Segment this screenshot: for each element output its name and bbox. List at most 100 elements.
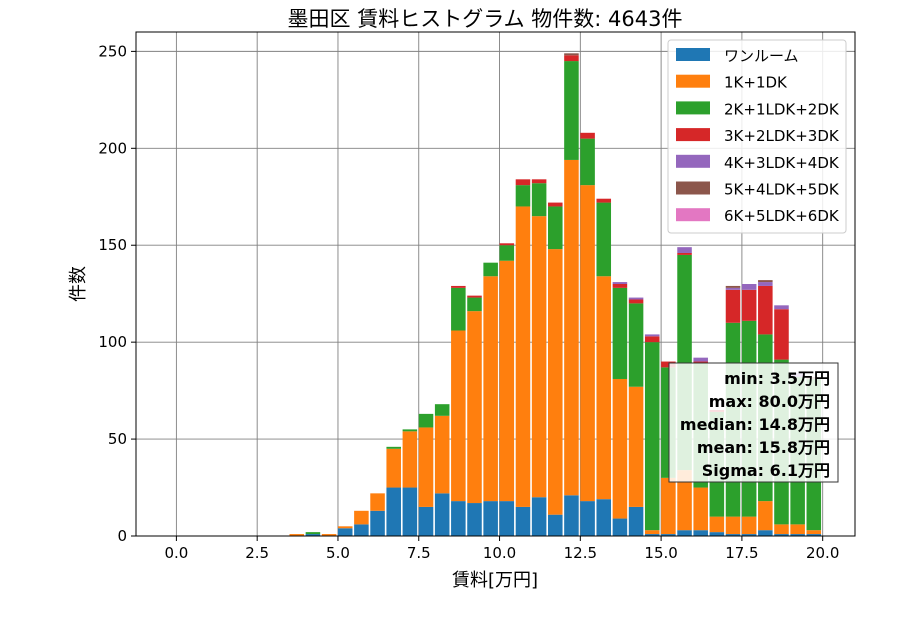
- bar-segment-series-0: [741, 534, 757, 536]
- bar-segment-series-0: [564, 495, 579, 536]
- bar-segment-series-4: [758, 282, 773, 286]
- bar-segment-series-3: [548, 202, 563, 207]
- bar-segment-series-3: [499, 243, 515, 246]
- bar-segment-series-1: [451, 330, 466, 502]
- bar-segment-series-3: [564, 55, 579, 62]
- x-tick-label: 12.5: [564, 544, 597, 562]
- bar-segment-series-3: [580, 132, 595, 139]
- bar-segment-series-3: [451, 285, 466, 288]
- chart-title: 墨田区 賃料ヒストグラム 物件数: 4643件: [288, 7, 683, 31]
- legend-label: 3K+2LDK+3DK: [724, 127, 840, 145]
- bar-segment-series-2: [564, 61, 579, 160]
- stats-box-frame: [668, 362, 839, 483]
- x-tick-label: 7.5: [407, 544, 431, 562]
- bar-segment-series-0: [451, 501, 466, 536]
- bar-segment-series-1: [612, 378, 628, 519]
- bar-segment-series-4: [741, 284, 757, 290]
- x-tick-label: 2.5: [245, 544, 269, 562]
- bar-segment-series-0: [612, 518, 628, 536]
- bar-segment-series-1: [548, 249, 563, 515]
- bar-segment-series-3: [661, 361, 676, 368]
- bar-segment-series-1: [531, 216, 547, 498]
- legend-swatch: [676, 181, 710, 195]
- bar-segment-series-0: [677, 530, 692, 536]
- bar-segment-series-1: [321, 534, 337, 536]
- y-tick-label: 150: [98, 236, 127, 254]
- bar-segment-series-2: [305, 532, 321, 535]
- x-tick-label: 5.0: [326, 544, 350, 562]
- stats-sigma: Sigma: 6.1万円: [702, 461, 830, 480]
- bar-segment-series-2: [386, 446, 401, 449]
- y-tick-label: 250: [98, 42, 127, 60]
- legend-swatch: [676, 154, 710, 168]
- bar-segment-series-1: [289, 534, 305, 536]
- bar-segment-series-0: [693, 530, 708, 536]
- y-tick-label: 100: [98, 333, 127, 351]
- bar-segment-series-1: [774, 524, 789, 535]
- stats-median: median: 14.8万円: [680, 415, 830, 434]
- bar-segment-series-1: [370, 493, 385, 511]
- bar-segment-series-1: [499, 260, 515, 502]
- bar-segment-series-1: [628, 386, 644, 507]
- bar-segment-series-2: [548, 206, 563, 250]
- bar-segment-series-2: [612, 287, 628, 379]
- bar-segment-series-1: [434, 415, 450, 494]
- y-axis-ticks: 0 50 100 150 200 250: [98, 42, 136, 545]
- bar-segment-series-1: [467, 311, 482, 504]
- bar-segment-series-4: [693, 357, 708, 362]
- x-axis-ticks: 0.0 2.5 5.0 7.5 10.0 12.5 15.0 17.5 20.0: [164, 536, 839, 562]
- bar-segment-series-2: [434, 404, 450, 416]
- y-axis-label: 件数: [68, 266, 89, 302]
- bar-segment-series-0: [661, 534, 676, 536]
- bar-segment-series-1: [564, 159, 579, 496]
- bar-segment-series-2: [580, 138, 595, 186]
- bar-segment-series-0: [531, 497, 547, 536]
- bar-segment-series-0: [548, 514, 563, 536]
- legend: ワンルーム 1K+1DK 2K+1LDK+2DK 3K+2LDK+3DK 4K+3LDK…: [667, 39, 847, 234]
- bar-segment-series-0: [644, 534, 660, 536]
- legend-swatch: [676, 48, 710, 61]
- bar-segment-series-2: [596, 202, 612, 277]
- legend-label: ワンルーム: [724, 47, 799, 65]
- stats-box: min: 3.5万円 max: 80.0万円 median: 14.8万円 me…: [668, 362, 839, 483]
- bar-segment-series-1: [709, 516, 725, 533]
- bar-segment-series-1: [661, 477, 676, 535]
- stats-max: max: 80.0万円: [709, 392, 830, 411]
- bar-segment-series-0: [499, 501, 515, 536]
- bar-segment-series-4: [612, 282, 628, 284]
- bar-segment-series-3: [596, 198, 612, 203]
- bar-segment-series-1: [725, 516, 741, 535]
- bar-segment-series-5: [725, 285, 741, 288]
- legend-label: 5K+4LDK+5DK: [724, 181, 840, 199]
- x-tick-label: 10.0: [483, 544, 516, 562]
- x-tick-label: 0.0: [164, 544, 188, 562]
- bar-segment-series-3: [612, 284, 628, 288]
- bar-segment-series-1: [806, 530, 822, 535]
- bar-segment-series-0: [434, 493, 450, 536]
- bar-segment-series-4: [644, 334, 660, 337]
- bar-segment-series-1: [354, 510, 369, 525]
- bar-segment-series-1: [644, 530, 660, 535]
- bar-segment-series-3: [677, 252, 692, 255]
- x-tick-label: 15.0: [644, 544, 677, 562]
- bar-segment-series-1: [386, 448, 401, 488]
- bar-segment-series-3: [467, 295, 482, 298]
- bar-segment-series-1: [741, 516, 757, 535]
- bar-segment-series-0: [628, 506, 644, 536]
- bar-segment-series-4: [725, 287, 741, 290]
- bar-segment-series-3: [758, 285, 773, 335]
- bar-segment-series-0: [305, 534, 321, 536]
- stats-mean: mean: 15.8万円: [697, 438, 830, 457]
- bar-segment-series-2: [644, 342, 660, 531]
- bar-segment-series-3: [741, 289, 757, 321]
- bar-segment-series-0: [709, 532, 725, 536]
- bar-segment-series-3: [628, 299, 644, 304]
- stats-min: min: 3.5万円: [724, 369, 830, 388]
- legend-label: 4K+3LDK+4DK: [724, 154, 840, 172]
- bar-segment-series-2: [451, 287, 466, 331]
- legend-label: 2K+1LDK+2DK: [724, 100, 840, 118]
- bar-segment-series-0: [483, 501, 498, 536]
- bar-segment-series-0: [515, 506, 531, 536]
- bar-segment-series-0: [774, 534, 789, 536]
